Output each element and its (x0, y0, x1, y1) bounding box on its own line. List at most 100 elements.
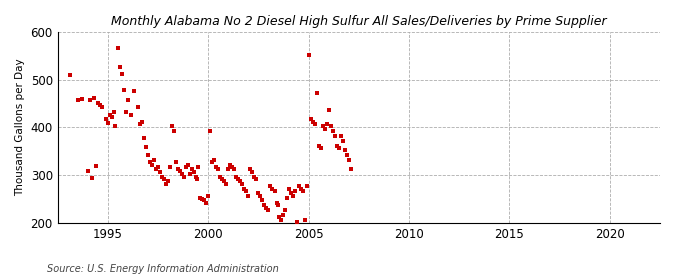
Point (259, 203, 270, 207)
Point (107, 115, 117, 119)
Point (275, 217, 286, 222)
Point (181, 165, 192, 169)
Point (193, 165, 204, 169)
Point (265, 184, 276, 188)
Point (169, 129, 180, 133)
Point (235, 179, 246, 183)
Point (84, 98, 95, 102)
Point (295, 186, 306, 191)
Point (269, 189, 280, 193)
Point (161, 182, 171, 186)
Point (199, 198, 210, 203)
Point (263, 208, 274, 212)
Point (315, 146, 326, 150)
Point (273, 215, 284, 219)
Point (103, 120, 113, 125)
Point (126, 112, 136, 117)
Point (303, 53, 314, 57)
Point (229, 167, 240, 172)
Point (283, 186, 294, 191)
Point (153, 165, 163, 169)
Point (215, 174, 225, 179)
Point (293, 184, 304, 188)
Point (346, 167, 356, 172)
Point (163, 179, 173, 183)
Point (177, 172, 188, 176)
Point (136, 120, 147, 124)
Point (257, 198, 268, 203)
Point (297, 189, 308, 193)
Point (165, 165, 176, 169)
Point (325, 124, 336, 129)
Point (109, 124, 120, 129)
Point (335, 134, 346, 138)
Point (342, 153, 352, 157)
Point (231, 174, 242, 179)
Point (329, 134, 340, 138)
Point (121, 110, 132, 114)
Point (255, 194, 266, 198)
Point (267, 186, 278, 191)
Point (291, 220, 302, 224)
Point (109, 110, 119, 114)
Point (146, 163, 157, 167)
Point (281, 196, 292, 200)
Point (117, 72, 128, 76)
Point (253, 191, 264, 196)
Title: Monthly Alabama No 2 Diesel High Sulfur All Sales/Deliveries by Prime Supplier: Monthly Alabama No 2 Diesel High Sulfur … (111, 15, 607, 28)
Point (285, 191, 296, 196)
Point (128, 89, 139, 93)
Point (175, 169, 186, 174)
Point (140, 145, 151, 150)
Point (101, 117, 111, 121)
Point (148, 158, 159, 162)
Point (340, 148, 350, 153)
Point (338, 139, 348, 143)
Point (211, 165, 221, 169)
Point (289, 189, 300, 193)
Point (88, 96, 99, 100)
Point (82, 169, 93, 173)
Point (113, 45, 124, 50)
Point (333, 146, 344, 150)
Point (151, 167, 161, 172)
Point (64, 73, 75, 77)
Point (183, 163, 194, 167)
Point (157, 174, 167, 179)
Point (249, 174, 260, 179)
Point (331, 143, 342, 148)
Point (173, 167, 184, 172)
Point (217, 177, 227, 181)
Point (159, 177, 169, 181)
Point (72, 98, 83, 102)
Point (223, 167, 234, 172)
Point (245, 167, 256, 172)
Point (277, 213, 288, 217)
Point (90, 163, 101, 168)
Point (155, 170, 165, 174)
Point (225, 163, 236, 167)
Point (97, 105, 107, 109)
Point (119, 88, 130, 92)
Point (179, 174, 190, 179)
Point (203, 194, 214, 198)
Point (209, 158, 219, 162)
Point (247, 170, 258, 174)
Point (191, 174, 202, 179)
Point (309, 121, 320, 126)
Point (237, 182, 248, 186)
Text: Source: U.S. Energy Information Administration: Source: U.S. Energy Information Administ… (47, 264, 279, 274)
Point (287, 194, 298, 198)
Point (219, 179, 230, 183)
Point (105, 113, 115, 118)
Point (192, 177, 202, 181)
Point (227, 165, 238, 169)
Point (261, 205, 272, 210)
Point (115, 65, 126, 69)
Point (299, 217, 310, 222)
Point (195, 196, 206, 200)
Point (317, 124, 328, 129)
Point (344, 158, 354, 162)
Point (92, 100, 103, 105)
Point (319, 127, 330, 131)
